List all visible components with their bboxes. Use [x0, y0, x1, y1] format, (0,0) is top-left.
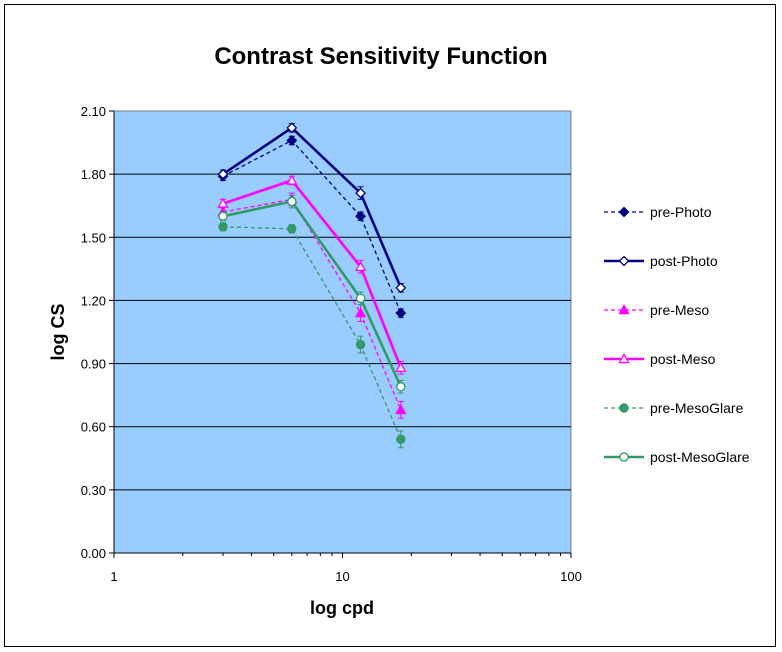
x-axis-title: log cpd [310, 598, 374, 618]
series-post-MesoGlare [218, 194, 406, 394]
y-tick-label: 0.90 [81, 357, 106, 372]
legend-item: pre-Photo [604, 204, 712, 220]
data-point [286, 122, 298, 134]
series-pre-MesoGlare [218, 222, 406, 449]
y-tick-labels: 0.00 0.30 0.60 0.90 1.20 1.50 1.80 2.10 [81, 104, 106, 561]
data-point [618, 353, 630, 364]
x-tick-label: 100 [560, 569, 582, 584]
data-point [286, 135, 298, 146]
series-line [222, 178, 403, 369]
series-line [222, 139, 402, 314]
data-point [287, 224, 297, 234]
legend-label: post-Meso [650, 351, 716, 367]
legend: pre-Photo post-Photo pre-Meso post-Meso pre-… [604, 204, 750, 465]
y-axis-title: log CS [48, 304, 68, 361]
data-point [217, 197, 229, 208]
x-tick-labels: 1 10 100 [110, 569, 581, 584]
data-point [355, 339, 366, 350]
data-point [396, 382, 406, 392]
legend-label: pre-Meso [650, 302, 709, 318]
y-tick-label: 0.30 [81, 483, 106, 498]
series-post-Photo [217, 122, 407, 294]
legend-label: post-MesoGlare [650, 449, 750, 465]
data-point [354, 260, 367, 272]
y-tick-label: 2.10 [81, 104, 106, 119]
y-tick-label: 1.80 [81, 167, 106, 182]
legend-item: post-Photo [604, 253, 718, 269]
x-tick-label: 1 [110, 569, 117, 584]
legend-item: pre-MesoGlare [604, 400, 744, 416]
data-point [618, 206, 630, 218]
data-point [355, 187, 367, 199]
data-point [395, 404, 407, 415]
data-point [218, 211, 228, 221]
data-point [619, 403, 629, 413]
y-tick-label: 0.60 [81, 420, 106, 435]
data-point [396, 434, 406, 445]
x-tick-label: 10 [335, 569, 349, 584]
data-point [618, 255, 630, 267]
data-point [395, 282, 407, 294]
series-layer [217, 122, 407, 449]
legend-label: pre-MesoGlare [650, 400, 744, 416]
y-tick-label: 0.00 [81, 546, 106, 561]
data-point [217, 168, 229, 180]
data-point [619, 452, 629, 462]
data-point [218, 222, 228, 232]
series-line [222, 200, 403, 388]
data-point [354, 307, 367, 318]
series-line [222, 198, 402, 411]
data-point [355, 210, 367, 222]
data-point [395, 307, 407, 319]
series-line [223, 226, 402, 440]
legend-label: post-Photo [650, 253, 718, 269]
data-point [395, 361, 407, 373]
legend-item: post-MesoGlare [604, 449, 750, 465]
series-line [222, 126, 403, 289]
legend-item: pre-Meso [604, 302, 709, 318]
data-point [286, 174, 298, 185]
series-post-Meso [217, 174, 407, 375]
data-point [618, 304, 630, 315]
y-tick-label: 1.50 [81, 230, 106, 245]
y-tick-label: 1.20 [81, 293, 106, 308]
legend-label: pre-Photo [650, 204, 712, 220]
plot-area [113, 110, 572, 554]
legend-item: post-Meso [604, 351, 716, 367]
chart-title: Contrast Sensitivity Function [214, 43, 547, 70]
data-point [355, 293, 366, 304]
data-point [287, 196, 297, 207]
